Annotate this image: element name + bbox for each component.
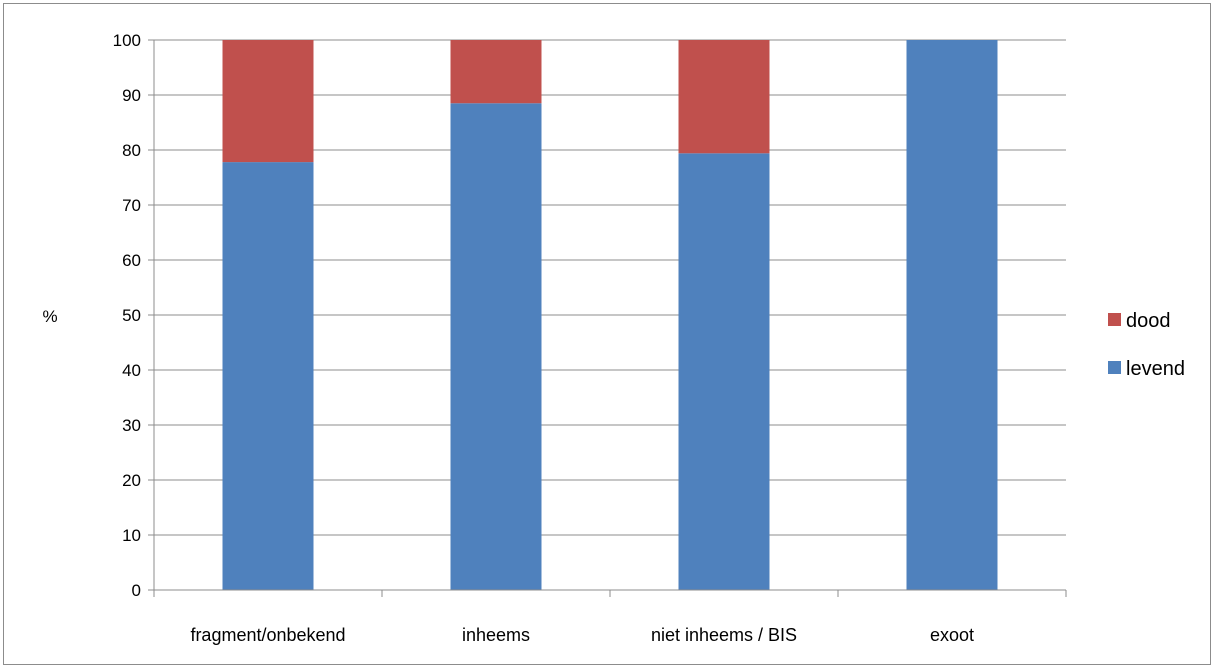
y-tick-label: 60	[122, 251, 141, 270]
x-category-label: niet inheems / BIS	[651, 625, 797, 645]
x-category-label: exoot	[930, 625, 974, 645]
y-tick-label: 80	[122, 141, 141, 160]
legend-label-dood: dood	[1126, 310, 1171, 332]
bar-dood-0	[222, 40, 314, 163]
axes	[153, 40, 1067, 597]
bar-levend-1	[450, 103, 542, 590]
x-category-label: fragment/onbekend	[190, 625, 345, 645]
legend-swatch-levend	[1108, 361, 1121, 374]
y-tick-labels: 0 10 20 30 40 50 60 70 80 90 100	[113, 31, 141, 600]
bars	[222, 40, 998, 591]
legend-swatch-dood	[1108, 313, 1121, 326]
y-tick-label: 10	[122, 526, 141, 545]
y-tick-label: 20	[122, 471, 141, 490]
x-category-label: inheems	[462, 625, 530, 645]
legend-label-levend: levend	[1126, 358, 1185, 380]
chart-frame	[3, 3, 1211, 665]
y-tick-label: 40	[122, 361, 141, 380]
bar-dood-1	[450, 40, 542, 104]
y-tick-label: 70	[122, 196, 141, 215]
bar-levend-0	[222, 162, 314, 590]
y-tick-label: 90	[122, 86, 141, 105]
y-tick-label: 50	[122, 306, 141, 325]
y-axis-label: %	[42, 307, 57, 326]
bar-levend-2	[678, 153, 770, 591]
legend: dood levend	[1108, 310, 1185, 380]
bar-levend-3	[906, 40, 998, 590]
bar-dood-2	[678, 40, 770, 154]
x-category-labels: fragment/onbekend inheems niet inheems / B…	[190, 625, 974, 645]
y-tick-label: 0	[132, 581, 141, 600]
y-tick-label: 100	[113, 31, 141, 50]
y-tick-label: 30	[122, 416, 141, 435]
